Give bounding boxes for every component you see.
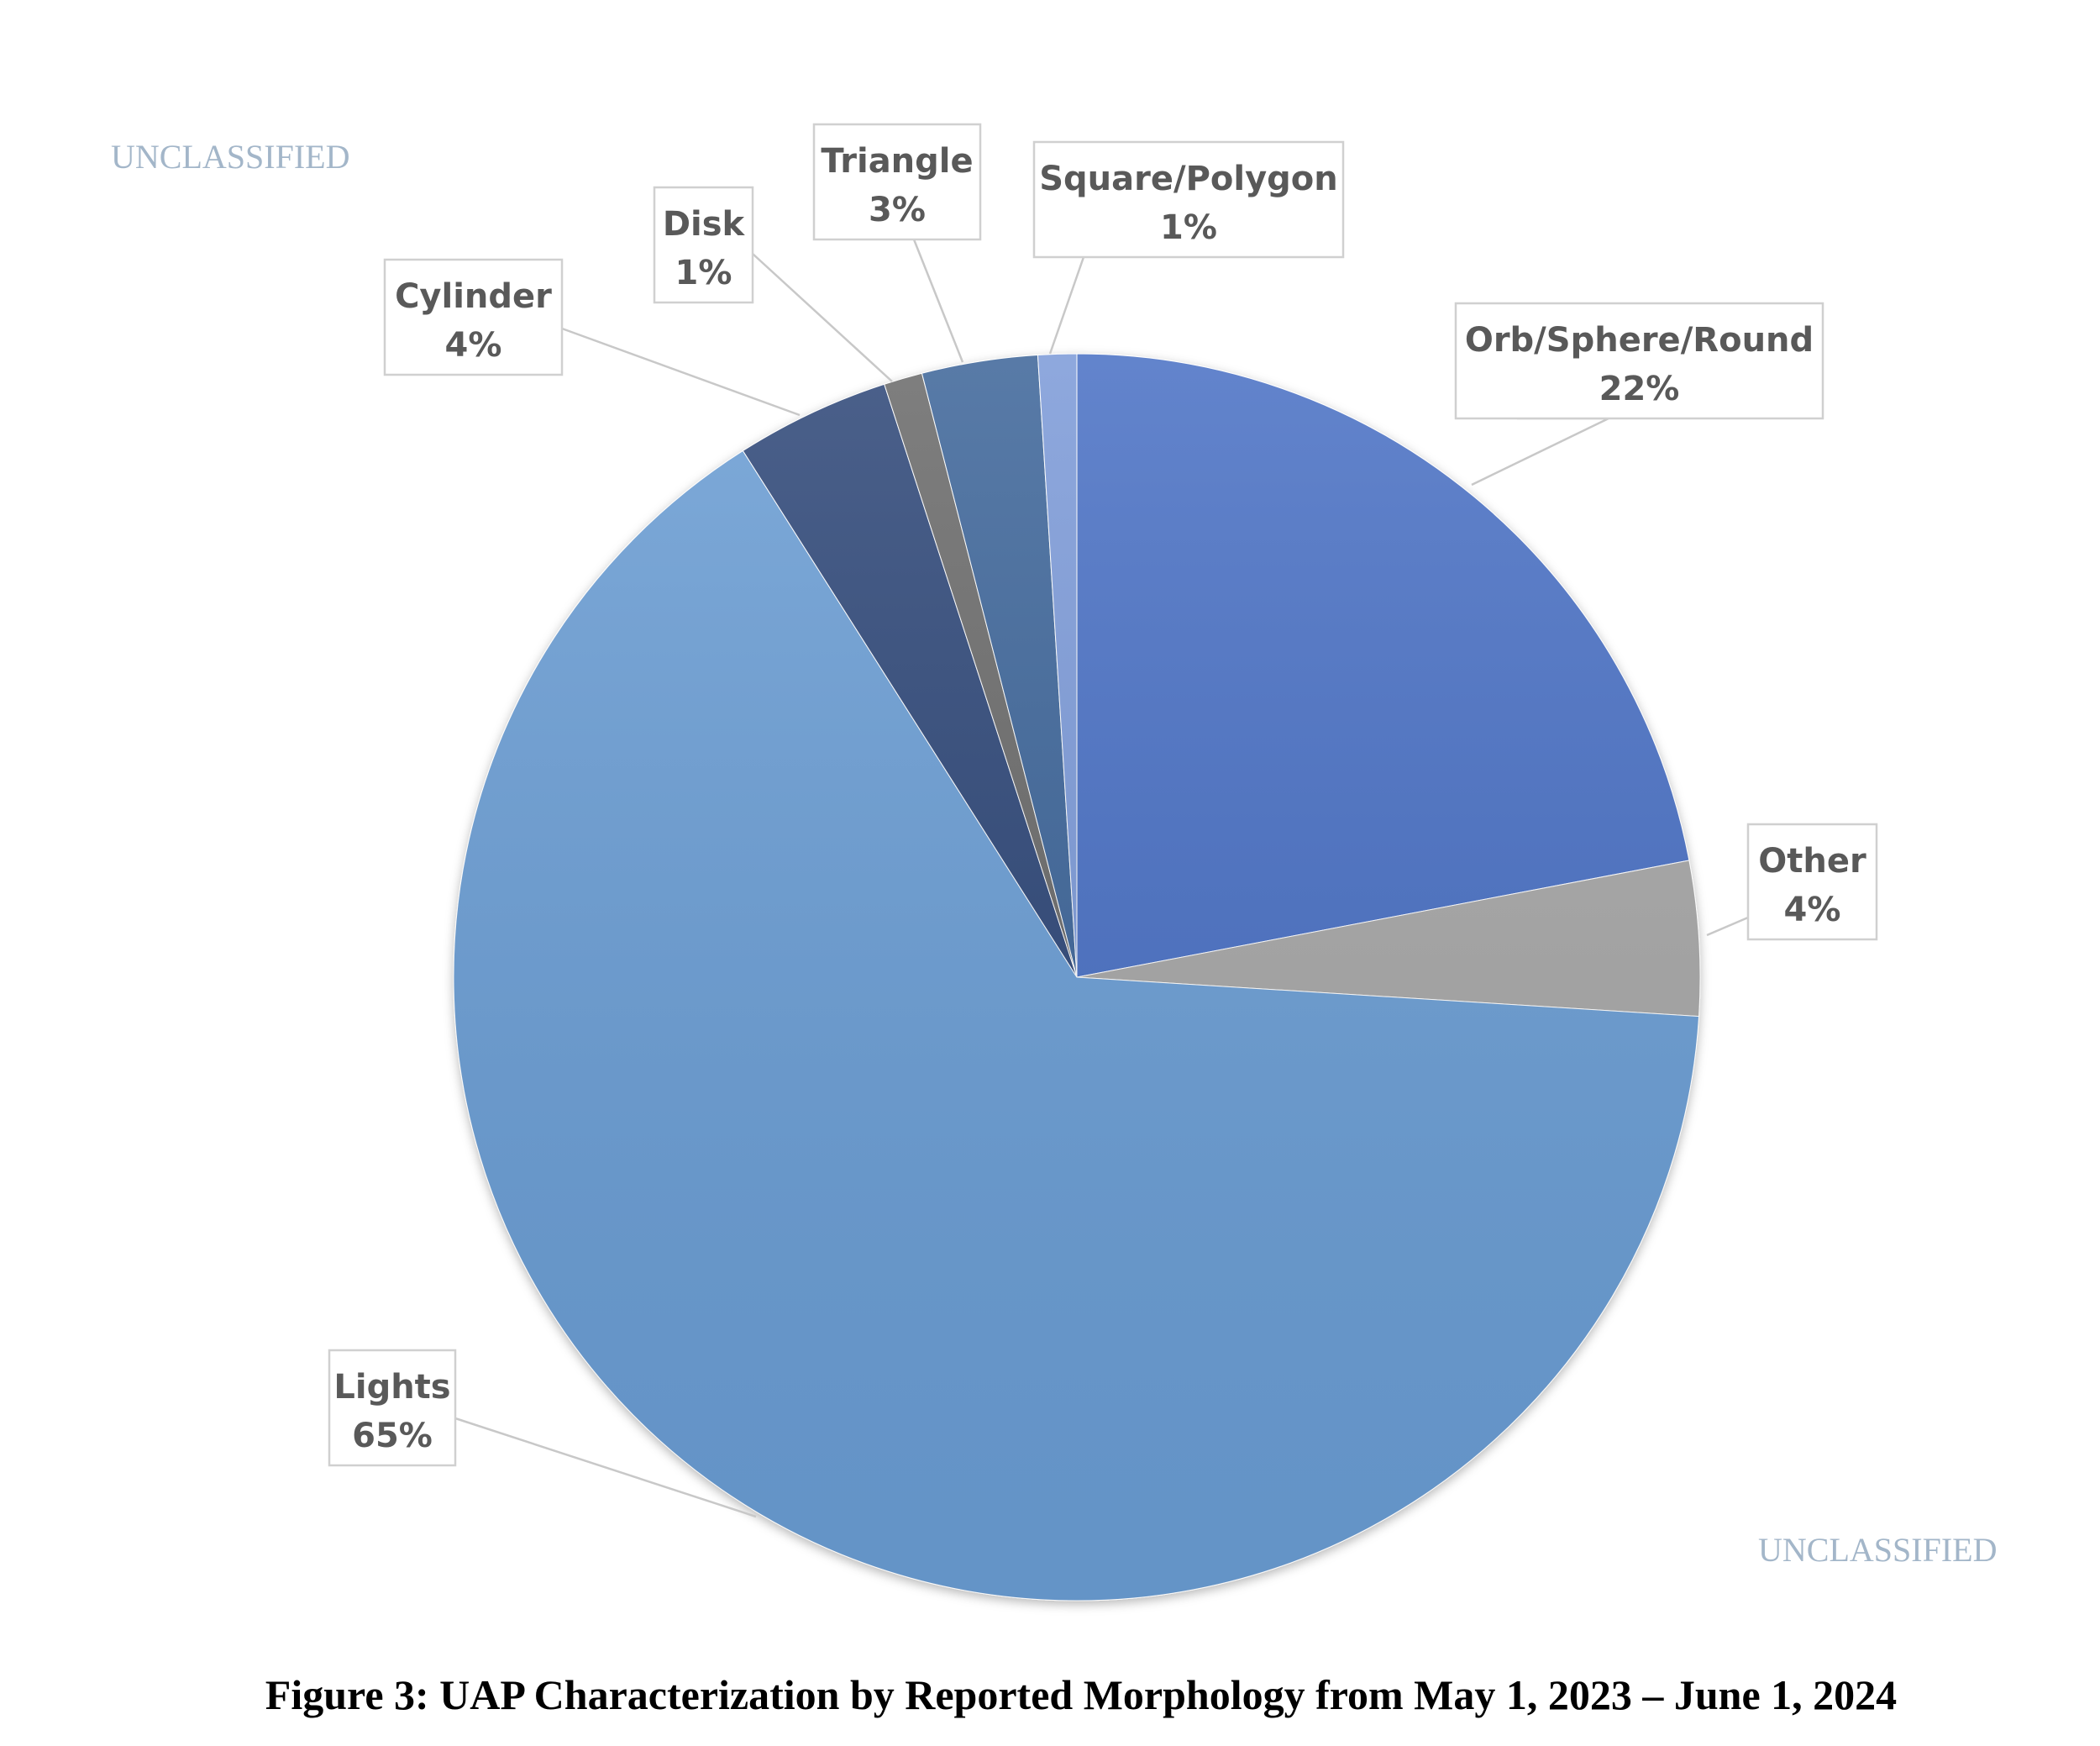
slice-percent: 3% [869, 191, 926, 229]
slice-label-cylinder: Cylinder 4% [383, 258, 801, 417]
leader-line [561, 327, 801, 417]
label-box [1032, 140, 1345, 259]
classification-marking-top: UNCLASSIFIED [111, 138, 349, 176]
slice-name: Disk [663, 205, 746, 244]
slice-name: Square/Polygon [1039, 160, 1338, 198]
label-box [383, 258, 564, 376]
slice-label-lights: Lights 65% [328, 1349, 757, 1518]
leader-line [454, 1417, 757, 1518]
pie-slices [453, 353, 1701, 1601]
slice-percent: 65% [352, 1417, 433, 1455]
label-box [1746, 823, 1878, 941]
leader-line [1048, 256, 1085, 355]
slice-label-square-polygon: Square/Polygon 1% [1032, 140, 1345, 355]
slice-percent: 4% [445, 326, 502, 365]
leader-line [752, 253, 893, 382]
slice-name: Lights [333, 1368, 450, 1407]
leader-line [912, 239, 964, 363]
slice-name: Triangle [821, 142, 973, 181]
figure-caption: Figure 3: UAP Characterization by Report… [265, 1671, 1897, 1718]
slice-percent: 1% [1160, 208, 1217, 247]
classification-marking-bottom: UNCLASSIFIED [1758, 1531, 1997, 1569]
label-box [812, 123, 982, 241]
slice-percent: 22% [1599, 370, 1680, 408]
slice-label-orb-sphere-round: Orb/Sphere/Round 22% [1454, 302, 1824, 486]
slice-label-disk: Disk 1% [653, 186, 893, 382]
slice-name: Orb/Sphere/Round [1465, 321, 1814, 360]
slice-percent: 4% [1784, 891, 1841, 929]
label-box [328, 1349, 457, 1467]
slice-label-triangle: Triangle 3% [812, 123, 982, 363]
leader-line [1706, 916, 1749, 937]
pie-labels: Orb/Sphere/Round 22% Other 4% Lights 65% Cylin… [328, 123, 1878, 1518]
slice-name: Cylinder [395, 277, 552, 316]
slice-percent: 1% [675, 254, 732, 292]
label-box [1454, 302, 1824, 420]
leader-line [1471, 417, 1609, 486]
slice-label-other: Other 4% [1706, 823, 1878, 941]
label-box [653, 186, 754, 304]
slice-name: Other [1758, 842, 1866, 881]
